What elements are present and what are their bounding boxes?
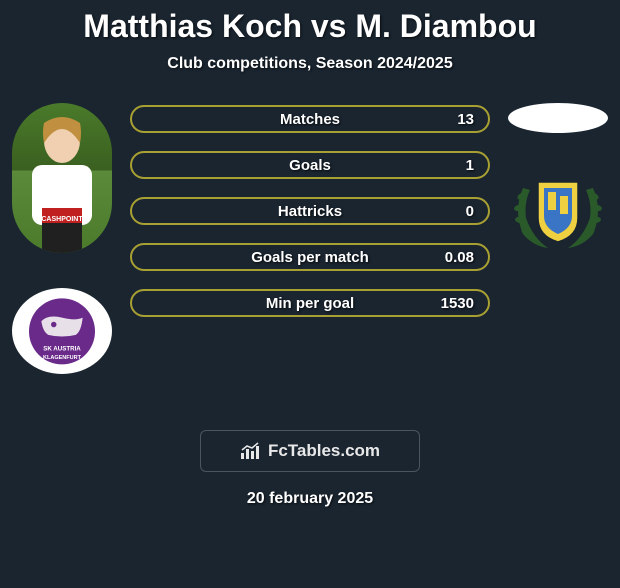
stat-row-goals-per-match: Goals per match 0.08 [130,243,490,271]
stat-row-min-per-goal: Min per goal 1530 [130,289,490,317]
chart-icon [240,442,262,460]
page-title: Matthias Koch vs M. Diambou [10,8,610,45]
player-left-column: CASHPOINT SK AUSTRIA KLAGENFURT [12,103,112,374]
stat-label: Min per goal [266,295,354,312]
club-right-logo [508,168,608,254]
stat-value-right: 0.08 [445,249,474,266]
content-row: CASHPOINT SK AUSTRIA KLAGENFURT Matches … [10,103,610,374]
date-label: 20 february 2025 [10,490,610,508]
player-right-photo-placeholder [508,103,608,133]
stat-row-matches: Matches 13 [130,105,490,133]
stat-row-hattricks: Hattricks 0 [130,197,490,225]
svg-text:KLAGENFURT: KLAGENFURT [43,355,82,361]
club-right-badge-icon [508,168,608,254]
player-right-column [508,103,608,254]
subtitle: Club competitions, Season 2024/2025 [10,55,610,73]
stat-value-right: 1530 [441,295,474,312]
svg-text:CASHPOINT: CASHPOINT [41,216,83,223]
footer-brand-text: FcTables.com [268,441,380,461]
stat-value-right: 0 [466,203,474,220]
stat-value-right: 13 [457,111,474,128]
player-left-photo: CASHPOINT [12,103,112,253]
club-left-badge-icon: SK AUSTRIA KLAGENFURT [22,297,102,366]
stat-row-goals: Goals 1 [130,151,490,179]
footer-brand: FcTables.com [200,430,420,472]
stat-label: Goals per match [251,249,369,266]
stat-label: Hattricks [278,203,342,220]
player-silhouette-icon: CASHPOINT [12,103,112,253]
svg-text:SK AUSTRIA: SK AUSTRIA [43,345,81,352]
club-left-logo: SK AUSTRIA KLAGENFURT [12,288,112,374]
stats-column: Matches 13 Goals 1 Hattricks 0 Goals per… [130,103,490,317]
stat-label: Goals [289,157,331,174]
stat-label: Matches [280,111,340,128]
stat-value-right: 1 [466,157,474,174]
